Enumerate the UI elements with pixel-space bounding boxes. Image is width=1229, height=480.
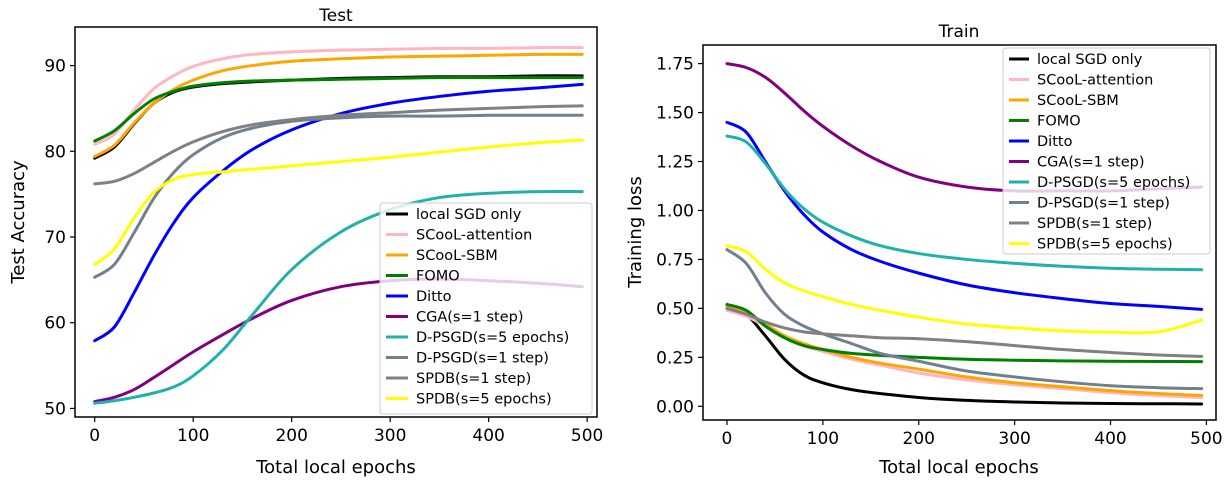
y-tick-label: 0.00 — [656, 397, 694, 417]
series-line-3 — [93, 52, 584, 158]
x-axis-label: Total local epochs — [878, 457, 1039, 478]
y-axis-label: Training loss — [625, 176, 646, 289]
series-lines — [93, 46, 584, 405]
y-tick-label: 70 — [44, 228, 66, 248]
x-tick-label: 400 — [472, 426, 504, 446]
legend-label: SPDB(s=1 step) — [1037, 216, 1152, 232]
legend-label: D-PSGD(s=5 epochs) — [416, 330, 569, 346]
legend-box — [1002, 47, 1211, 255]
y-tick-label: 1.00 — [656, 201, 694, 221]
series-line-1 — [725, 304, 1204, 406]
legend-label: SPDB(s=5 epochs) — [1037, 237, 1173, 253]
series-line-4 — [93, 76, 584, 143]
legend: local SGD only SCooL-attention SCooL-SBM FO… — [1002, 47, 1211, 255]
series-line-8 — [93, 113, 584, 279]
chart-title: Train — [938, 22, 980, 42]
chart-title: Test — [318, 6, 353, 26]
x-tick-label: 300 — [998, 429, 1030, 449]
plot-frame — [74, 26, 598, 418]
x-tick-label: 200 — [275, 426, 307, 446]
legend-label: SPDB(s=5 epochs) — [416, 392, 552, 408]
legend-label: local SGD only — [1037, 52, 1143, 68]
legend-label: SCooL-attention — [416, 228, 532, 244]
series-line-4 — [725, 302, 1204, 364]
legend-label: local SGD only — [416, 207, 522, 223]
legend-label: SCooL-SBM — [416, 248, 498, 264]
legend: local SGD only SCooL-attention SCooL-SBM FO… — [379, 202, 593, 415]
x-tick-label: 100 — [177, 426, 209, 446]
y-tick-label: 0.50 — [656, 299, 694, 319]
y-tick-label: 1.25 — [656, 153, 694, 173]
series-line-3 — [725, 304, 1204, 398]
x-tick-label: 100 — [807, 429, 839, 449]
series-line-7 — [93, 189, 584, 405]
x-tick-label: 500 — [571, 426, 603, 446]
legend-label: FOMO — [416, 269, 460, 285]
y-tick-label: 0.25 — [656, 348, 694, 368]
series-line-10 — [725, 244, 1204, 335]
y-tick-label: 1.75 — [656, 55, 694, 75]
series-line-9 — [93, 104, 584, 186]
series-line-8 — [725, 248, 1204, 391]
legend-label: SCooL-attention — [1037, 73, 1153, 89]
chart-panel-1: Test 0 100 200 300 400 500 50 60 70 80 90 Total loca… — [8, 6, 603, 478]
legend-label: D-PSGD(s=1 step) — [1037, 196, 1170, 212]
x-tick-label: 0 — [722, 429, 733, 449]
x-tick-label: 0 — [89, 426, 100, 446]
y-tick-label: 0.75 — [656, 250, 694, 270]
x-axis-label: Total local epochs — [255, 457, 416, 478]
legend-label: FOMO — [1037, 114, 1081, 130]
legend-label: Ditto — [1037, 134, 1073, 150]
chart-panel-2: Train 0 100 200 300 400 500 0.00 0.25 0.50 0.75 1.0… — [625, 22, 1223, 478]
legend-box — [379, 202, 593, 415]
y-tick-label: 60 — [44, 314, 66, 334]
series-line-2 — [93, 46, 584, 146]
x-tick-label: 300 — [374, 426, 406, 446]
legend-label: CGA(s=1 step) — [416, 310, 524, 326]
series-line-7 — [725, 134, 1204, 272]
y-tick-label: 50 — [44, 399, 66, 419]
legend-label: SPDB(s=1 step) — [416, 371, 531, 387]
y-tick-label: 80 — [44, 142, 66, 162]
legend-label: CGA(s=1 step) — [1037, 155, 1145, 171]
series-line-9 — [725, 306, 1204, 358]
x-tick-label: 500 — [1190, 429, 1222, 449]
y-tick-label: 1.50 — [656, 104, 694, 124]
series-line-5 — [93, 82, 584, 343]
series-line-10 — [93, 138, 584, 266]
plot-frame — [702, 44, 1217, 421]
x-tick-label: 400 — [1094, 429, 1126, 449]
legend-label: SCooL-SBM — [1037, 93, 1119, 109]
y-axis-label: Test Accuracy — [8, 160, 29, 285]
legend-label: D-PSGD(s=5 epochs) — [1037, 175, 1190, 191]
legend-label: D-PSGD(s=1 step) — [416, 351, 549, 367]
y-tick-label: 90 — [44, 57, 66, 77]
x-tick-label: 200 — [903, 429, 935, 449]
legend-label: Ditto — [416, 289, 452, 305]
